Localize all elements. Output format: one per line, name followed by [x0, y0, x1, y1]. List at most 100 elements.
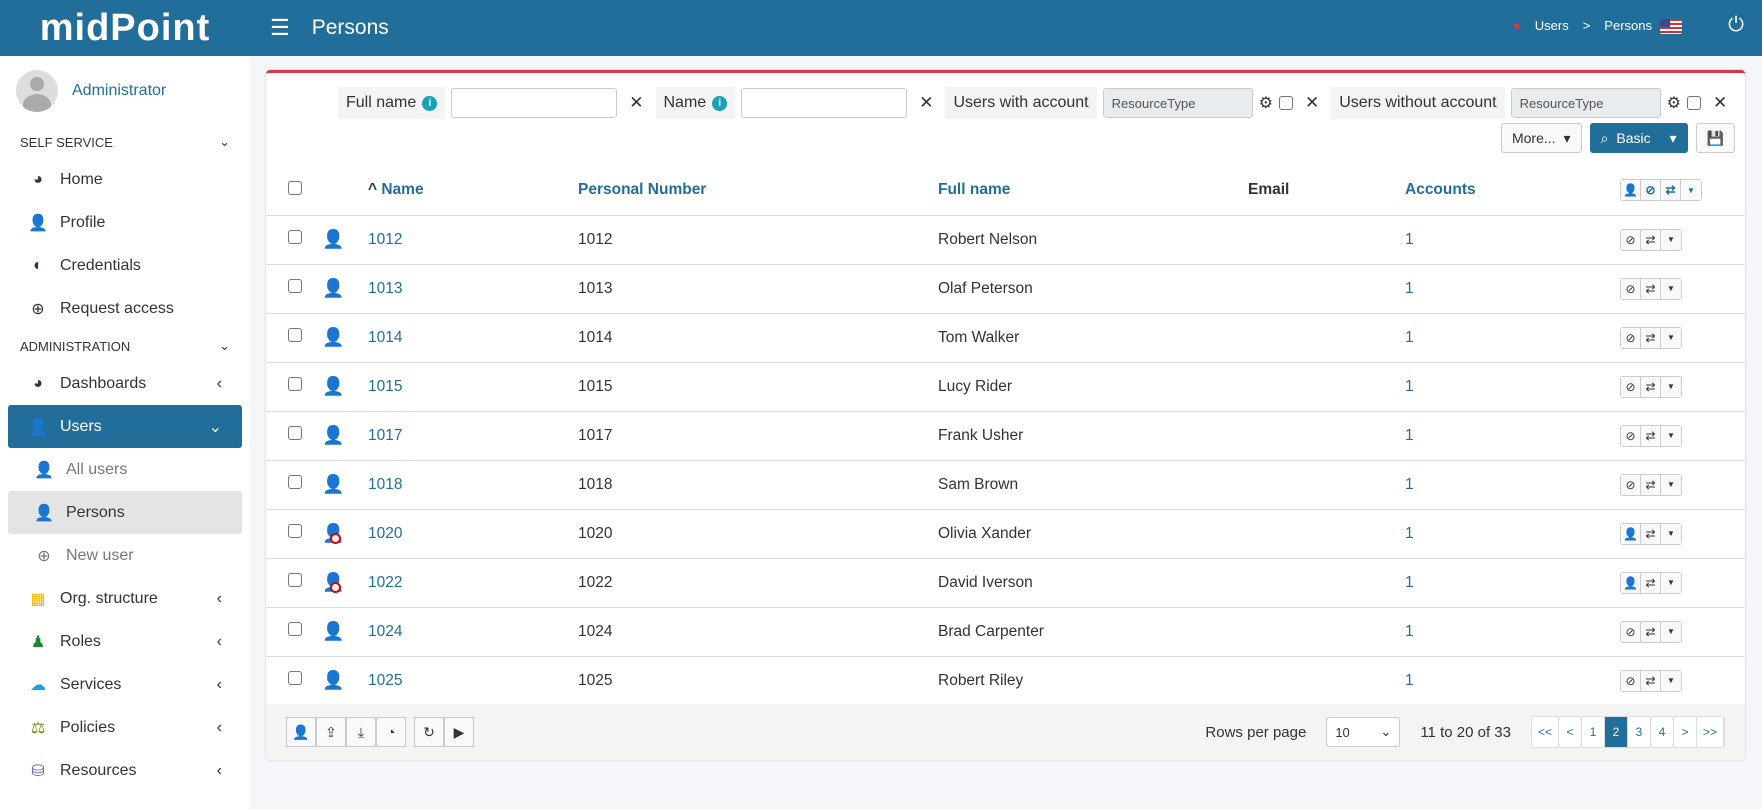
accounts-count[interactable]: 1 — [1405, 411, 1620, 461]
page-button[interactable]: 4 — [1650, 717, 1674, 747]
caret-down-icon[interactable]: ▼ — [1661, 523, 1681, 544]
sidebar-item-request-access[interactable]: ⊕ Request access — [8, 287, 242, 330]
sidebar-item-roles[interactable]: ♟ Roles ‹ — [8, 620, 242, 663]
table-row[interactable]: 👤 1018 1018 Sam Brown 1 ⊘ ⇄ ▼ — [266, 460, 1745, 510]
caret-down-icon[interactable]: ▼ — [1661, 621, 1681, 642]
person-disable-icon[interactable]: ⊘ — [1621, 474, 1641, 495]
arrows-icon[interactable]: ⇄ — [1641, 572, 1661, 593]
table-row[interactable]: 👤 1020 1020 Olivia Xander 1 👤⇄▼ — [266, 509, 1745, 559]
row-checkbox[interactable] — [288, 377, 302, 391]
logout-icon[interactable]: ⏻ — [1728, 14, 1744, 36]
page-button[interactable]: < — [1558, 717, 1582, 747]
person-name-link[interactable]: 1025 — [368, 671, 403, 689]
basic-search-button[interactable]: ⌕ Basic ▾ — [1589, 123, 1688, 153]
arrows-icon[interactable]: ⇄ — [1641, 474, 1661, 495]
table-row[interactable]: 👤 1017 1017 Frank Usher 1 ⊘ ⇄ ▼ — [266, 411, 1745, 461]
sidebar-section[interactable]: ADMINISTRATION ⌄ — [0, 330, 250, 362]
arrows-icon[interactable]: ⇄ — [1641, 621, 1661, 642]
accounts-count[interactable]: 1 — [1405, 215, 1620, 265]
column-name[interactable]: ^ Name — [368, 166, 578, 216]
person-disable-icon[interactable]: ⊘ — [1621, 425, 1641, 446]
checkbox[interactable] — [1278, 96, 1293, 110]
accounts-count[interactable]: 1 — [1405, 313, 1620, 363]
person-name-link[interactable]: 1015 — [368, 377, 403, 395]
export-icon[interactable]: ⤓ — [346, 717, 376, 747]
sidebar-item-dashboards[interactable]: ◕ Dashboards ‹ — [8, 362, 242, 405]
refresh-icon[interactable]: ↻ — [414, 717, 444, 747]
user-panel[interactable]: Administrator — [0, 56, 250, 126]
caret-down-icon[interactable]: ▼ — [1661, 474, 1681, 495]
accounts-count[interactable]: 1 — [1405, 460, 1620, 510]
sidebar-item-resources[interactable]: ⛁ Resources ‹ — [8, 749, 242, 792]
resource-type-input[interactable]: ResourceType — [1102, 88, 1253, 118]
table-row[interactable]: 👤 1022 1022 David Iverson 1 👤⇄▼ — [266, 558, 1745, 608]
column-full-name[interactable]: Full name — [938, 166, 1248, 216]
row-checkbox[interactable] — [288, 524, 302, 538]
person-disable-icon[interactable]: ⊘ — [1621, 670, 1641, 691]
person-disable-icon[interactable]: ⊘ — [1621, 229, 1641, 250]
sidebar-section[interactable]: SELF SERVICE ⌄ — [0, 126, 250, 158]
sidebar-item-new-user[interactable]: ⊕ New user — [8, 534, 242, 577]
table-row[interactable]: 👤 1025 1025 Robert Riley 1 ⊘ ⇄ ▼ — [266, 656, 1745, 706]
name-input[interactable] — [741, 88, 908, 118]
person-name-link[interactable]: 1018 — [368, 475, 403, 493]
caret-down-icon[interactable]: ▼ — [1661, 327, 1681, 348]
caret-down-icon[interactable]: ▼ — [1661, 229, 1681, 250]
rows-per-page-select[interactable]: 10 ⌄ — [1326, 717, 1401, 747]
person-name-link[interactable]: 1012 — [368, 230, 403, 248]
close-icon[interactable]: ✕ — [629, 93, 644, 112]
caret-down-icon[interactable]: ▼ — [1661, 572, 1681, 593]
accounts-count[interactable]: 1 — [1405, 607, 1620, 657]
gear-icon[interactable]: ⚙ — [1666, 95, 1681, 112]
row-checkbox[interactable] — [288, 328, 302, 342]
sidebar-item-all-users[interactable]: 👤 All users — [8, 448, 242, 491]
caret-down-icon[interactable]: ▼ — [1661, 670, 1681, 691]
column-email[interactable]: Email — [1248, 166, 1405, 216]
sidebar-item-services[interactable]: ☁ Services ‹ — [8, 663, 242, 706]
arrows-icon[interactable]: ⇄ — [1641, 523, 1661, 544]
page-button[interactable]: 3 — [1627, 717, 1651, 747]
table-row[interactable]: 👤 1024 1024 Brad Carpenter 1 ⊘ ⇄ ▼ — [266, 607, 1745, 657]
person-name-link[interactable]: 1014 — [368, 328, 403, 346]
row-checkbox[interactable] — [288, 475, 302, 489]
info-icon[interactable]: i — [422, 95, 438, 111]
sidebar-item-users[interactable]: 👤 Users ⌄ — [8, 405, 242, 448]
accounts-count[interactable]: 1 — [1405, 264, 1620, 314]
page-button[interactable]: > — [1673, 717, 1697, 747]
person-icon[interactable]: 👤 — [1621, 180, 1641, 201]
sidebar-item-policies[interactable]: ⚖ Policies ‹ — [8, 706, 242, 749]
person-name-link[interactable]: 1017 — [368, 426, 403, 444]
sidebar-item-org-structure[interactable]: ▦ Org. structure ‹ — [8, 577, 242, 620]
person-disable-icon[interactable]: ⊘ — [1621, 327, 1641, 348]
play-icon[interactable]: ▶ — [444, 717, 474, 747]
arrows-icon[interactable]: ⇄ — [1641, 425, 1661, 446]
page-button[interactable]: >> — [1696, 717, 1724, 747]
person-disable-icon[interactable]: ⊘ — [1621, 278, 1641, 299]
caret-down-icon[interactable]: ▼ — [1681, 180, 1701, 201]
row-checkbox[interactable] — [288, 622, 302, 636]
row-checkbox[interactable] — [288, 426, 302, 440]
accounts-count[interactable]: 1 — [1405, 509, 1620, 559]
arrows-icon[interactable]: ⇄ — [1641, 376, 1661, 397]
column-personal-number[interactable]: Personal Number — [578, 166, 938, 216]
person-name-link[interactable]: 1024 — [368, 622, 403, 640]
save-search-button[interactable]: 💾 — [1695, 123, 1735, 153]
page-button[interactable]: << — [1531, 717, 1559, 747]
row-checkbox[interactable] — [288, 573, 302, 587]
menu-toggle-icon[interactable]: ☰ — [270, 15, 290, 40]
table-row[interactable]: 👤 1015 1015 Lucy Rider 1 ⊘ ⇄ ▼ — [266, 362, 1745, 412]
row-checkbox[interactable] — [288, 279, 302, 293]
sidebar-item-persons[interactable]: 👤 Persons — [8, 491, 242, 534]
arrows-icon[interactable]: ⇄ — [1661, 180, 1681, 201]
accounts-count[interactable]: 1 — [1405, 656, 1620, 706]
person-icon[interactable]: 👤 — [1621, 523, 1641, 544]
add-user-icon[interactable]: 👤 — [286, 717, 316, 747]
table-row[interactable]: 👤 1012 1012 Robert Nelson 1 ⊘ ⇄ ▼ — [266, 215, 1745, 265]
person-icon[interactable]: 👤 — [1621, 572, 1641, 593]
arrows-icon[interactable]: ⇄ — [1641, 327, 1661, 348]
sidebar-item-profile[interactable]: 👤 Profile — [8, 201, 242, 244]
close-icon[interactable]: ✕ — [1304, 93, 1320, 112]
arrows-icon[interactable]: ⇄ — [1641, 278, 1661, 299]
person-disable-icon[interactable]: ⊘ — [1641, 180, 1661, 201]
accounts-count[interactable]: 1 — [1405, 362, 1620, 412]
